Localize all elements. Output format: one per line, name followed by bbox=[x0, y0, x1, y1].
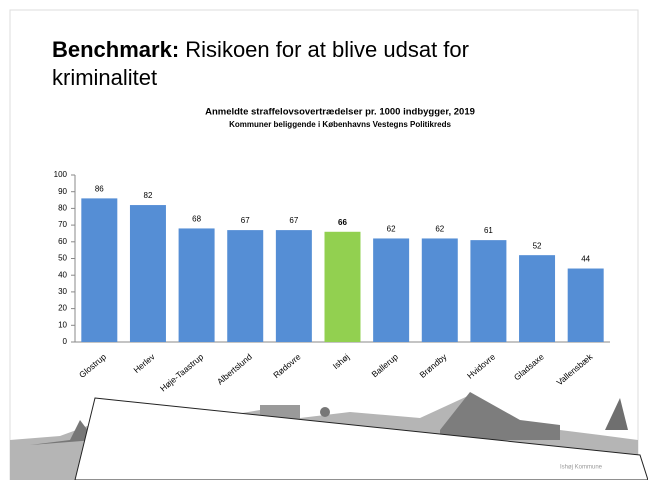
y-tick-label: 10 bbox=[58, 320, 67, 329]
y-tick-label: 60 bbox=[58, 237, 67, 246]
value-label: 52 bbox=[533, 241, 542, 250]
slide-title: Benchmark: Risikoen for at blive udsat f… bbox=[52, 37, 469, 62]
bar bbox=[81, 198, 118, 342]
bar bbox=[275, 230, 312, 342]
paper-overlay bbox=[74, 397, 648, 480]
title-rest: Risikoen for at blive udsat for bbox=[185, 37, 469, 62]
bar bbox=[373, 238, 410, 342]
bar bbox=[227, 230, 264, 342]
bar bbox=[421, 238, 458, 342]
y-tick-label: 100 bbox=[54, 170, 68, 179]
value-label: 62 bbox=[435, 225, 444, 234]
y-tick-label: 0 bbox=[63, 337, 68, 346]
y-tick-label: 20 bbox=[58, 304, 67, 313]
bar bbox=[178, 228, 215, 342]
chart-title: Anmeldte straffelovsovertrædelser pr. 10… bbox=[205, 107, 475, 118]
slide-title-line2: kriminalitet bbox=[52, 65, 157, 90]
value-label: 82 bbox=[144, 191, 153, 200]
value-label: 62 bbox=[387, 225, 396, 234]
value-label: 86 bbox=[95, 184, 104, 193]
value-label: 44 bbox=[581, 255, 590, 264]
value-label: 61 bbox=[484, 226, 493, 235]
title-bold: Benchmark: bbox=[52, 37, 179, 62]
value-label: 68 bbox=[192, 215, 201, 224]
value-label: 67 bbox=[241, 216, 250, 225]
y-tick-label: 40 bbox=[58, 270, 67, 279]
value-label: 66 bbox=[338, 218, 347, 227]
bar bbox=[567, 268, 604, 342]
y-tick-label: 50 bbox=[58, 254, 67, 263]
bar bbox=[129, 205, 166, 342]
chart-subtitle: Kommuner beliggende i Københavns Vestegn… bbox=[229, 120, 451, 129]
bar bbox=[324, 231, 361, 342]
y-tick-label: 70 bbox=[58, 220, 67, 229]
bar bbox=[470, 240, 507, 342]
y-tick-label: 30 bbox=[58, 287, 67, 296]
footer: Ishøj Kommune bbox=[560, 465, 603, 471]
value-label: 67 bbox=[289, 216, 298, 225]
y-tick-label: 90 bbox=[58, 187, 67, 196]
y-tick-label: 80 bbox=[58, 204, 67, 213]
bar bbox=[519, 255, 556, 342]
